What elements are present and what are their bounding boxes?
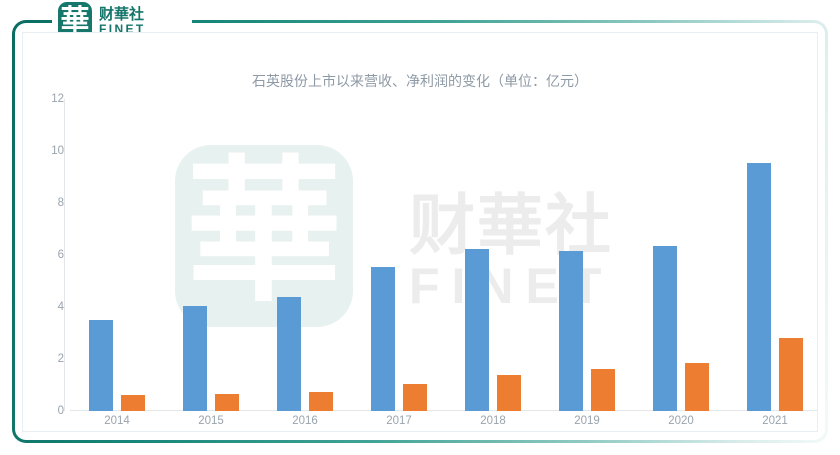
bar-net-profit[interactable] [591,369,615,411]
bar-revenue[interactable] [559,251,583,411]
y-axis-tick: 0 [57,405,64,417]
x-axis-label: 2020 [668,415,694,427]
bar-net-profit[interactable] [497,374,521,411]
bar-group [70,99,164,411]
bar-net-profit[interactable] [121,395,145,411]
bar-revenue[interactable] [89,320,113,411]
brand-logo: 華 财華社 FINET [58,2,146,40]
plot-area: 0 2 4 6 8 10 12 [51,93,817,417]
x-axis-label: 2014 [104,415,130,427]
x-axis-label: 2017 [386,415,412,427]
seal-glyph: 華 [60,2,90,37]
bar-group [164,99,258,411]
x-axis-label: 2015 [198,415,224,427]
bar-net-profit[interactable] [779,338,803,411]
bar-groups [70,99,817,411]
bar-net-profit[interactable] [215,394,239,411]
brand-logo-text: 财華社 FINET [99,4,146,36]
bar-revenue[interactable] [277,296,301,411]
bar-group [634,99,728,411]
bar-revenue[interactable] [747,162,771,411]
bar-net-profit[interactable] [685,362,709,411]
y-axis-tick: 2 [57,353,64,365]
chart-title: 石英股份上市以来营收、净利润的变化（单位：亿元） [252,74,588,90]
y-axis-tick: 8 [57,197,64,209]
y-axis-tick: 6 [57,249,64,261]
bar-group [352,99,446,411]
bar-revenue[interactable] [371,266,395,411]
y-axis-tick: 12 [51,93,64,105]
bar-net-profit[interactable] [309,391,333,411]
bar-group [540,99,634,411]
x-axis-label: 2021 [762,415,788,427]
x-axis-label: 2018 [480,415,506,427]
bar-revenue[interactable] [183,305,207,411]
bar-group [258,99,352,411]
bar-net-profit[interactable] [403,383,427,411]
bar-group [728,99,817,411]
x-axis-label: 2016 [292,415,318,427]
bar-revenue[interactable] [653,245,677,411]
brand-name-cn: 财華社 [99,4,145,23]
brand-name-en: FINET [99,21,146,36]
bar-revenue[interactable] [465,248,489,411]
y-axis-tick: 10 [51,145,64,157]
y-axis-line [64,99,65,411]
y-axis-tick: 4 [57,301,64,313]
x-axis-labels: 2014 2015 2016 2017 2018 2019 2020 2021 [70,415,817,427]
x-axis-label: 2019 [574,415,600,427]
bar-group [446,99,540,411]
